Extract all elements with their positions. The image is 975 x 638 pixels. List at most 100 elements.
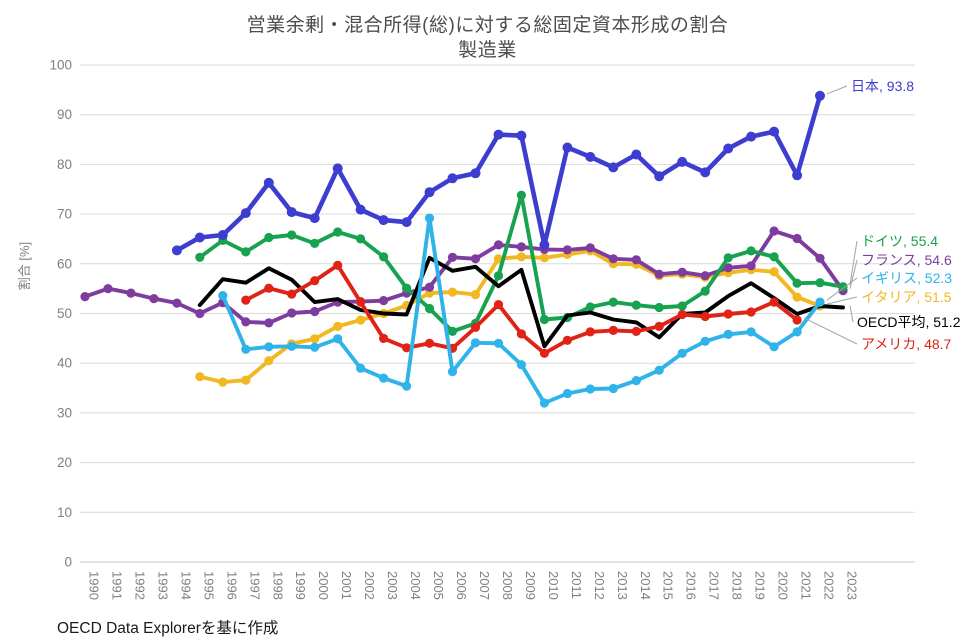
data-point-marker <box>424 187 435 198</box>
data-point-marker <box>447 326 458 336</box>
data-point-marker <box>356 234 366 244</box>
x-tick-label: 2007 <box>477 571 492 600</box>
x-tick-label: 2004 <box>408 571 423 600</box>
data-point-marker <box>402 381 412 391</box>
data-point-marker <box>333 321 343 331</box>
data-point-marker <box>539 398 550 408</box>
data-point-marker <box>769 226 779 236</box>
data-point-marker <box>171 245 182 256</box>
x-tick-label: 2014 <box>638 571 653 600</box>
data-point-marker <box>792 327 802 337</box>
data-point-marker <box>195 252 205 262</box>
data-point-marker <box>631 326 641 336</box>
data-point-marker <box>470 322 481 332</box>
data-point-marker <box>654 171 665 182</box>
series-end-label: ドイツ, 55.4 <box>861 233 938 249</box>
y-tick-label: 0 <box>64 555 72 570</box>
data-point-marker <box>700 286 710 296</box>
data-point-marker <box>792 292 802 302</box>
data-point-marker <box>424 282 435 292</box>
x-tick-label: 2020 <box>776 571 791 600</box>
data-point-marker <box>310 342 320 352</box>
series-line <box>197 255 845 349</box>
x-tick-label: 1999 <box>293 571 308 600</box>
data-point-marker <box>677 309 687 320</box>
data-point-marker <box>218 291 228 301</box>
data-point-marker <box>310 238 320 248</box>
data-point-marker <box>194 232 205 243</box>
y-tick-label: 10 <box>57 505 72 520</box>
data-point-marker <box>287 230 297 240</box>
data-point-marker <box>585 302 595 312</box>
data-point-marker <box>769 126 780 137</box>
y-tick-label: 20 <box>57 455 72 470</box>
data-point-marker <box>516 242 527 252</box>
data-point-marker <box>677 348 687 358</box>
data-point-marker <box>815 253 825 263</box>
data-point-marker <box>654 321 664 331</box>
data-point-marker <box>516 360 527 370</box>
data-point-marker <box>241 344 251 354</box>
data-point-marker <box>746 246 756 256</box>
data-point-marker <box>585 151 596 162</box>
data-point-marker <box>769 342 779 352</box>
data-point-marker <box>217 230 228 240</box>
x-tick-label: 1995 <box>201 571 216 600</box>
data-point-marker <box>241 295 251 305</box>
data-point-marker <box>608 297 618 307</box>
data-point-marker <box>424 303 435 314</box>
x-tick-label: 2005 <box>431 571 446 600</box>
data-point-marker <box>470 338 481 348</box>
series-end-label: イタリア, 51.5 <box>861 289 952 305</box>
data-point-marker <box>240 208 251 219</box>
x-tick-label: 2022 <box>822 571 837 600</box>
data-point-marker <box>654 365 664 375</box>
x-tick-label: 1996 <box>224 571 239 600</box>
data-point-marker <box>769 297 779 307</box>
x-tick-label: 2008 <box>500 571 515 600</box>
data-point-marker <box>677 267 687 277</box>
data-point-marker <box>264 283 274 293</box>
data-point-marker <box>723 253 733 263</box>
data-point-marker <box>700 271 710 281</box>
data-point-marker <box>608 254 618 264</box>
data-point-marker <box>378 215 389 226</box>
data-point-marker <box>631 300 641 310</box>
data-point-marker <box>493 240 504 250</box>
x-tick-label: 2000 <box>316 571 331 600</box>
end-label-leader-line <box>826 277 858 301</box>
series-end-label: フランス, 54.6 <box>861 252 952 268</box>
data-point-marker <box>493 271 504 281</box>
data-point-marker <box>493 338 504 348</box>
data-point-marker <box>264 356 274 366</box>
data-point-marker <box>723 329 733 339</box>
data-point-marker <box>126 288 136 298</box>
data-point-marker <box>379 252 389 262</box>
data-point-marker <box>792 233 802 244</box>
x-tick-label: 2009 <box>523 571 538 600</box>
y-tick-label: 70 <box>57 207 72 222</box>
x-tick-label: 2012 <box>592 571 607 600</box>
end-label-leader-line <box>803 317 858 345</box>
data-point-marker <box>402 283 412 293</box>
data-point-marker <box>447 367 458 377</box>
data-point-marker <box>815 90 825 101</box>
data-point-marker <box>585 327 595 337</box>
data-point-marker <box>379 373 389 383</box>
series-日本 <box>171 90 825 256</box>
series-end-label: 日本, 93.8 <box>851 78 914 94</box>
chart-subtitle: 製造業 <box>458 40 517 61</box>
data-point-marker <box>172 298 182 308</box>
x-tick-label: 2023 <box>845 571 860 600</box>
data-point-marker <box>333 260 343 270</box>
x-tick-label: 2013 <box>615 571 630 600</box>
data-point-marker <box>470 290 481 300</box>
data-point-marker <box>746 131 757 142</box>
data-point-marker <box>241 247 251 257</box>
data-point-marker <box>241 317 251 327</box>
end-label-leader-line <box>849 305 854 323</box>
x-tick-label: 2021 <box>799 571 814 600</box>
data-point-marker <box>792 278 802 288</box>
